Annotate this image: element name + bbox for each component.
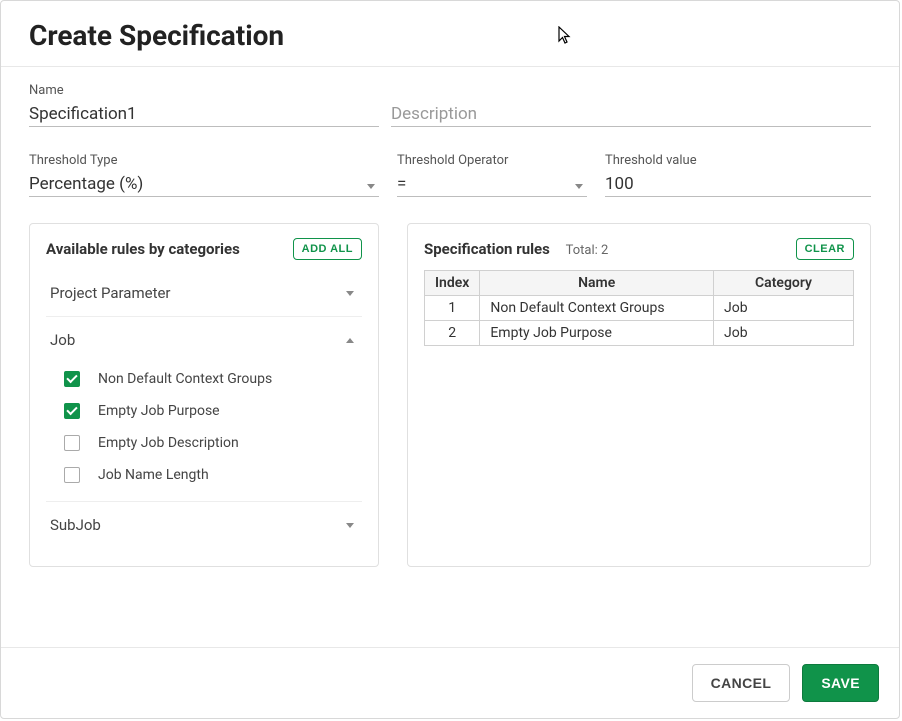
rule-label: Empty Job Description [98,435,239,451]
spec-total-label: Total: [566,243,598,258]
threshold-type-label: Threshold Type [29,153,379,168]
dialog-title: Create Specification [29,19,871,52]
category-name: Project Parameter [50,284,171,302]
table-row[interactable]: 1 Non Default Context Groups Job [425,296,854,321]
cancel-button[interactable]: CANCEL [692,664,791,702]
threshold-type-select[interactable] [29,172,379,197]
spec-title-text: Specification rules [424,240,550,258]
form-row-threshold: Threshold Type Threshold Operator Thresh… [29,153,871,197]
cell-category: Job [714,296,854,321]
rule-item[interactable]: Non Default Context Groups [64,363,362,395]
table-header-row: Index Name Category [425,271,854,296]
category-header[interactable]: Project Parameter [46,270,362,316]
dialog-footer: CANCEL SAVE [1,647,899,718]
name-field: Name [29,83,379,127]
save-button[interactable]: SAVE [802,664,879,702]
threshold-value-input[interactable] [605,172,871,197]
threshold-operator-label: Threshold Operator [397,153,587,168]
dialog-body: Name Threshold Type Threshold Operator T [1,67,899,647]
available-rules-head: Available rules by categories ADD ALL [46,238,362,260]
category-body: Non Default Context Groups Empty Job Pur… [46,363,362,501]
name-input[interactable] [29,102,379,127]
category-name: SubJob [50,516,101,534]
available-rules-title: Available rules by categories [46,240,240,258]
cell-category: Job [714,321,854,346]
threshold-operator-field: Threshold Operator [397,153,587,197]
col-name: Name [480,271,714,296]
cell-index: 2 [425,321,480,346]
create-specification-dialog: Create Specification Name Threshold Type… [0,0,900,719]
table-row[interactable]: 2 Empty Job Purpose Job [425,321,854,346]
col-index: Index [425,271,480,296]
clear-button[interactable]: CLEAR [796,238,854,260]
form-row-name: Name [29,83,871,127]
dialog-header: Create Specification [1,1,899,67]
chevron-up-icon [346,338,354,343]
rule-item[interactable]: Empty Job Purpose [64,395,362,427]
spec-total-value: 2 [601,243,608,258]
rule-item[interactable]: Job Name Length [64,459,362,491]
chevron-down-icon [346,523,354,528]
spec-rules-table: Index Name Category 1 Non Default Contex… [424,270,854,346]
checkbox-icon[interactable] [64,467,80,483]
description-field [391,83,871,127]
rule-label: Non Default Context Groups [98,371,272,387]
name-label: Name [29,83,379,98]
category-subjob: SubJob [46,502,362,548]
rule-item[interactable]: Empty Job Description [64,427,362,459]
specification-rules-panel: Specification rules Total: 2 CLEAR Index… [407,223,871,567]
cell-name: Empty Job Purpose [480,321,714,346]
description-label [391,83,871,98]
add-all-button[interactable]: ADD ALL [293,238,362,260]
chevron-down-icon [346,291,354,296]
category-job: Job Non Default Context Groups Empty Job… [46,317,362,502]
rule-label: Job Name Length [98,467,209,483]
specification-rules-title: Specification rules Total: 2 [424,240,608,258]
category-header[interactable]: SubJob [46,502,362,548]
category-name: Job [50,331,75,349]
checkbox-icon[interactable] [64,435,80,451]
spec-total: Total: 2 [566,243,609,258]
threshold-value-label: Threshold value [605,153,871,168]
category-project-parameter: Project Parameter [46,270,362,317]
available-rules-panel: Available rules by categories ADD ALL Pr… [29,223,379,567]
threshold-operator-select[interactable] [397,172,587,197]
threshold-value-field: Threshold value [605,153,871,197]
cell-index: 1 [425,296,480,321]
specification-rules-head: Specification rules Total: 2 CLEAR [424,238,854,260]
checkbox-icon[interactable] [64,371,80,387]
cell-name: Non Default Context Groups [480,296,714,321]
description-input[interactable] [391,102,871,127]
checkbox-icon[interactable] [64,403,80,419]
panels: Available rules by categories ADD ALL Pr… [29,223,871,567]
threshold-type-field: Threshold Type [29,153,379,197]
category-header[interactable]: Job [46,317,362,363]
rule-label: Empty Job Purpose [98,403,220,419]
col-category: Category [714,271,854,296]
